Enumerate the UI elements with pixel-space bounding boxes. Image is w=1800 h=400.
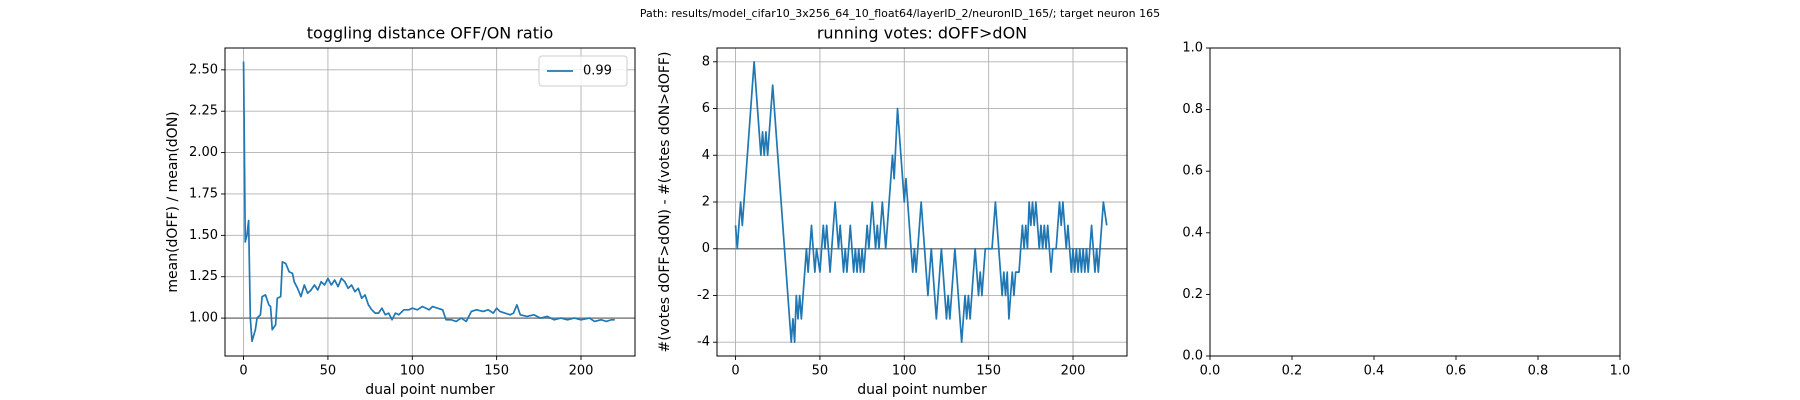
data-line bbox=[734, 60, 1108, 344]
y-tick-label: 0.6 bbox=[1182, 164, 1203, 179]
x-tick-label: 0 bbox=[239, 364, 247, 379]
y-tick-label: 0 bbox=[702, 241, 710, 256]
y-tick-label: 2 bbox=[702, 195, 710, 210]
y-axis-label: #(votes dOFF>dON) - #(votes dON>dOFF) bbox=[657, 52, 673, 353]
y-tick-label: 1.50 bbox=[189, 228, 218, 243]
figure-title: Path: results/model_cifar10_3x256_64_10_… bbox=[640, 7, 1160, 20]
x-axis-label: dual point number bbox=[365, 382, 495, 398]
x-tick-label: 200 bbox=[1061, 364, 1086, 379]
x-tick-label: 0.4 bbox=[1364, 364, 1385, 379]
x-tick-label: 0.6 bbox=[1446, 364, 1467, 379]
axes-frame bbox=[1209, 47, 1621, 357]
x-tick-label: 0.0 bbox=[1200, 364, 1221, 379]
y-tick-label: 1.0 bbox=[1182, 41, 1203, 56]
x-tick-label: 100 bbox=[892, 364, 917, 379]
legend-label: 0.99 bbox=[583, 64, 612, 79]
y-axis-label: mean(dOFF) / mean(dON) bbox=[165, 111, 181, 292]
x-tick-label: 200 bbox=[569, 364, 594, 379]
axes-frame bbox=[716, 47, 1128, 357]
axes: 0 50 100 150 200 -4 -2 0 2 4 6 8 running votes: dOFF… bbox=[657, 24, 1128, 398]
x-tick-label: 50 bbox=[320, 364, 337, 379]
x-tick-label: 50 bbox=[812, 364, 829, 379]
x-tick-label: 0.8 bbox=[1528, 364, 1549, 379]
x-tick-label: 100 bbox=[400, 364, 425, 379]
axes-title: toggling distance OFF/ON ratio bbox=[307, 24, 553, 43]
x-axis-label: dual point number bbox=[857, 382, 987, 398]
y-tick-label: -2 bbox=[697, 288, 710, 303]
y-tick-label: 4 bbox=[702, 148, 710, 163]
y-tick-label: 1.00 bbox=[189, 311, 218, 326]
axes: 0 50 100 150 200 1.00 1.25 1.50 1.75 2.00 2.25 2.50… bbox=[165, 24, 636, 398]
y-tick-label: 0.8 bbox=[1182, 102, 1203, 117]
y-tick-label: 0.4 bbox=[1182, 225, 1203, 240]
axes-title: running votes: dOFF>dON bbox=[817, 24, 1027, 43]
axes: 0.0 0.2 0.4 0.6 0.8 1.0 0.0 0.2 0.4 0.6 0.8 1.0 bbox=[1182, 41, 1630, 379]
y-tick-label: 2.25 bbox=[189, 104, 218, 119]
y-tick-label: 0.2 bbox=[1182, 287, 1203, 302]
axes-frame bbox=[224, 47, 636, 357]
y-tick-label: -4 bbox=[697, 335, 710, 350]
data-line bbox=[242, 61, 615, 343]
x-tick-label: 150 bbox=[976, 364, 1001, 379]
plot-area bbox=[1210, 48, 1620, 356]
plot-area bbox=[225, 48, 635, 356]
x-tick-label: 150 bbox=[484, 364, 509, 379]
x-tick-label: 1.0 bbox=[1610, 364, 1631, 379]
y-tick-label: 1.25 bbox=[189, 269, 218, 284]
y-tick-label: 1.75 bbox=[189, 186, 218, 201]
y-tick-label: 0.0 bbox=[1182, 349, 1203, 364]
y-tick-label: 2.50 bbox=[189, 62, 218, 77]
legend-box bbox=[538, 55, 628, 87]
y-tick-label: 8 bbox=[702, 54, 710, 69]
y-tick-label: 2.00 bbox=[189, 145, 218, 160]
y-tick-label: 6 bbox=[702, 101, 710, 116]
x-tick-label: 0.2 bbox=[1282, 364, 1303, 379]
x-tick-label: 0 bbox=[731, 364, 739, 379]
